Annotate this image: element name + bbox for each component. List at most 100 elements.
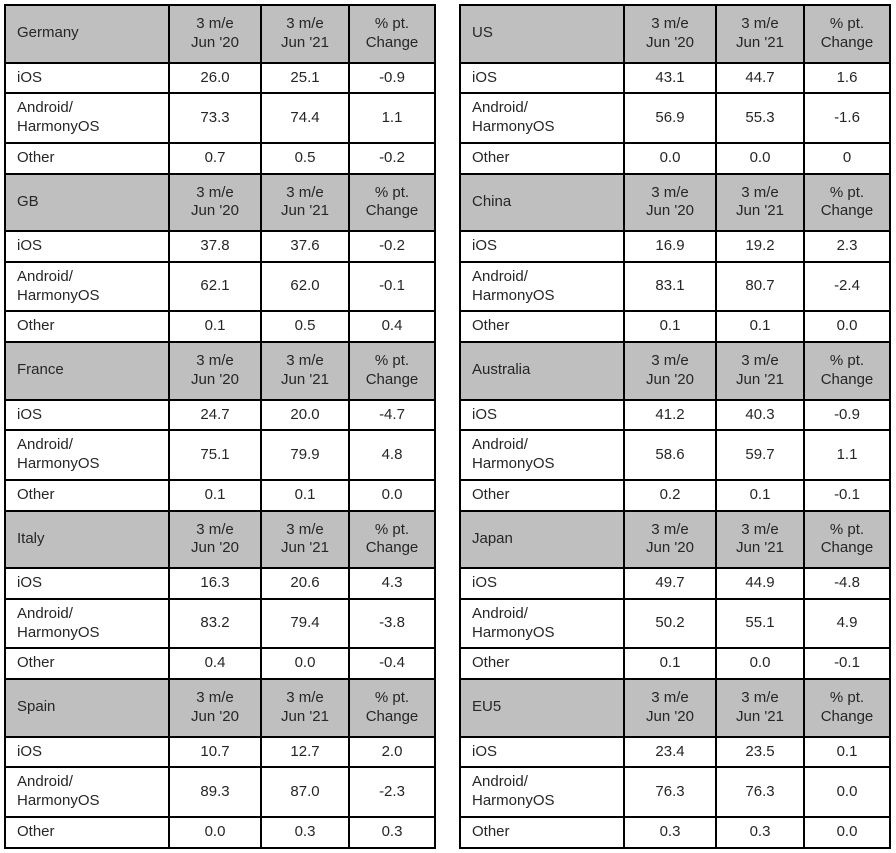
country-name: GB xyxy=(4,172,170,232)
table-header-row: Germany 3 m/e Jun '20 3 m/e Jun '21 % pt… xyxy=(4,4,436,64)
table-header-row: Italy 3 m/e Jun '20 3 m/e Jun '21 % pt. … xyxy=(4,509,436,569)
os-label: Android/ HarmonyOS xyxy=(4,429,170,481)
table-row-other: Other 0.0 0.3 0.3 xyxy=(4,815,436,849)
os-label: Other xyxy=(459,141,625,175)
os-label: Other xyxy=(4,478,170,512)
value-jun20: 75.1 xyxy=(168,429,262,481)
table-row-other: Other 0.0 0.0 0 xyxy=(459,141,891,175)
country-table: Australia 3 m/e Jun '20 3 m/e Jun '21 % … xyxy=(459,341,891,512)
column-header-jun21: 3 m/e Jun '21 xyxy=(715,172,805,232)
column-header-jun21: 3 m/e Jun '21 xyxy=(715,678,805,738)
table-row-android: Android/ HarmonyOS 73.3 74.4 1.1 xyxy=(4,92,436,144)
table-row-ios: iOS 26.0 25.1 -0.9 xyxy=(4,61,436,95)
value-jun20: 37.8 xyxy=(168,230,262,263)
value-change: -2.3 xyxy=(348,766,436,818)
value-jun21: 87.0 xyxy=(260,766,350,818)
value-change: 0 xyxy=(803,141,891,175)
value-jun21: 25.1 xyxy=(260,61,350,95)
value-jun21: 0.0 xyxy=(260,647,350,680)
table-row-other: Other 0.2 0.1 -0.1 xyxy=(459,478,891,512)
country-table: EU5 3 m/e Jun '20 3 m/e Jun '21 % pt. Ch… xyxy=(459,678,891,849)
country-table: France 3 m/e Jun '20 3 m/e Jun '21 % pt.… xyxy=(4,341,436,512)
value-jun20: 56.9 xyxy=(623,92,717,144)
table-row-ios: iOS 24.7 20.0 -4.7 xyxy=(4,398,436,432)
country-name: Australia xyxy=(459,341,625,401)
os-label: iOS xyxy=(459,735,625,769)
value-jun21: 62.0 xyxy=(260,260,350,313)
value-jun20: 16.9 xyxy=(623,230,717,263)
value-change: -0.1 xyxy=(803,478,891,512)
table-row-other: Other 0.1 0.0 -0.1 xyxy=(459,647,891,680)
value-jun20: 83.1 xyxy=(623,260,717,313)
os-label: iOS xyxy=(4,230,170,263)
table-header-row: Spain 3 m/e Jun '20 3 m/e Jun '21 % pt. … xyxy=(4,678,436,738)
column-header-change: % pt. Change xyxy=(803,678,891,738)
table-header-row: Australia 3 m/e Jun '20 3 m/e Jun '21 % … xyxy=(459,341,891,401)
value-jun21: 55.1 xyxy=(715,597,805,650)
value-change: 1.6 xyxy=(803,61,891,95)
value-change: 1.1 xyxy=(803,429,891,481)
table-row-android: Android/ HarmonyOS 89.3 87.0 -2.3 xyxy=(4,766,436,818)
value-jun21: 79.9 xyxy=(260,429,350,481)
value-jun21: 20.0 xyxy=(260,398,350,432)
value-change: 4.3 xyxy=(348,567,436,600)
os-label: iOS xyxy=(459,230,625,263)
os-label: Android/ HarmonyOS xyxy=(4,766,170,818)
value-jun21: 0.5 xyxy=(260,310,350,343)
value-jun21: 0.0 xyxy=(715,141,805,175)
value-jun21: 12.7 xyxy=(260,735,350,769)
table-row-ios: iOS 37.8 37.6 -0.2 xyxy=(4,230,436,263)
value-change: -0.1 xyxy=(348,260,436,313)
table-header-row: EU5 3 m/e Jun '20 3 m/e Jun '21 % pt. Ch… xyxy=(459,678,891,738)
value-jun20: 0.4 xyxy=(168,647,262,680)
column-header-jun21: 3 m/e Jun '21 xyxy=(715,509,805,569)
value-change: -0.4 xyxy=(348,647,436,680)
value-change: -0.9 xyxy=(348,61,436,95)
table-row-other: Other 0.1 0.1 0.0 xyxy=(4,478,436,512)
value-change: -2.4 xyxy=(803,260,891,313)
value-change: 0.0 xyxy=(348,478,436,512)
value-change: 0.0 xyxy=(803,310,891,343)
value-change: 2.0 xyxy=(348,735,436,769)
os-label: iOS xyxy=(4,398,170,432)
value-jun20: 10.7 xyxy=(168,735,262,769)
country-name: Japan xyxy=(459,509,625,569)
value-jun20: 58.6 xyxy=(623,429,717,481)
column-header-jun20: 3 m/e Jun '20 xyxy=(623,172,717,232)
column-header-jun20: 3 m/e Jun '20 xyxy=(623,4,717,64)
os-label: Other xyxy=(459,647,625,680)
table-row-ios: iOS 23.4 23.5 0.1 xyxy=(459,735,891,769)
os-label: Android/ HarmonyOS xyxy=(4,597,170,650)
os-label: Android/ HarmonyOS xyxy=(459,766,625,818)
country-table: US 3 m/e Jun '20 3 m/e Jun '21 % pt. Cha… xyxy=(459,4,891,175)
table-row-ios: iOS 43.1 44.7 1.6 xyxy=(459,61,891,95)
table-row-other: Other 0.4 0.0 -0.4 xyxy=(4,647,436,680)
table-row-android: Android/ HarmonyOS 62.1 62.0 -0.1 xyxy=(4,260,436,313)
value-jun21: 0.3 xyxy=(260,815,350,849)
value-jun21: 0.1 xyxy=(260,478,350,512)
column-header-change: % pt. Change xyxy=(348,172,436,232)
value-jun21: 44.7 xyxy=(715,61,805,95)
column-header-jun20: 3 m/e Jun '20 xyxy=(623,509,717,569)
value-change: 4.8 xyxy=(348,429,436,481)
value-change: -0.9 xyxy=(803,398,891,432)
value-jun20: 49.7 xyxy=(623,567,717,600)
value-jun21: 76.3 xyxy=(715,766,805,818)
value-jun20: 26.0 xyxy=(168,61,262,95)
table-header-row: France 3 m/e Jun '20 3 m/e Jun '21 % pt.… xyxy=(4,341,436,401)
column-header-jun21: 3 m/e Jun '21 xyxy=(260,172,350,232)
country-table: Spain 3 m/e Jun '20 3 m/e Jun '21 % pt. … xyxy=(4,678,436,849)
column-header-jun20: 3 m/e Jun '20 xyxy=(623,341,717,401)
column-header-change: % pt. Change xyxy=(348,4,436,64)
table-row-other: Other 0.1 0.5 0.4 xyxy=(4,310,436,343)
value-change: 0.3 xyxy=(348,815,436,849)
table-row-other: Other 0.3 0.3 0.0 xyxy=(459,815,891,849)
country-name: France xyxy=(4,341,170,401)
value-change: -4.7 xyxy=(348,398,436,432)
os-label: Android/ HarmonyOS xyxy=(459,92,625,144)
value-change: -0.1 xyxy=(803,647,891,680)
value-jun21: 0.1 xyxy=(715,478,805,512)
table-row-android: Android/ HarmonyOS 76.3 76.3 0.0 xyxy=(459,766,891,818)
table-header-row: Japan 3 m/e Jun '20 3 m/e Jun '21 % pt. … xyxy=(459,509,891,569)
